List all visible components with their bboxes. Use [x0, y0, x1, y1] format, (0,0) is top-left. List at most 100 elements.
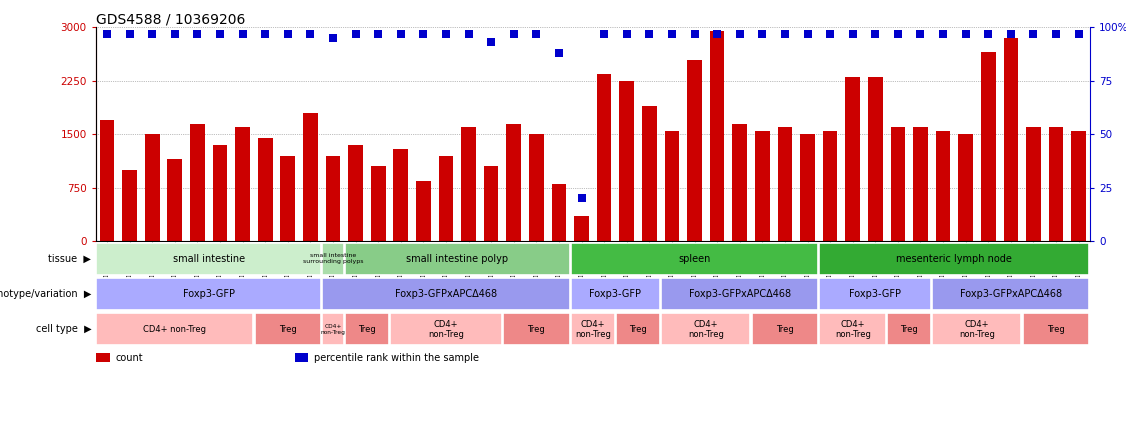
Text: count: count [116, 353, 143, 363]
Text: Foxp3-GFP: Foxp3-GFP [589, 289, 642, 299]
Bar [96, 353, 109, 362]
Point [663, 30, 681, 37]
Point [1002, 30, 1020, 37]
Bar [100, 120, 115, 241]
FancyBboxPatch shape [345, 243, 570, 275]
Bar [507, 124, 521, 241]
Point [1047, 30, 1065, 37]
Text: GDS4588 / 10369206: GDS4588 / 10369206 [96, 12, 245, 26]
Bar [303, 113, 318, 241]
Bar [439, 156, 454, 241]
Bar [190, 124, 205, 241]
Bar [529, 135, 544, 241]
FancyBboxPatch shape [1022, 313, 1089, 345]
Text: Treg: Treg [1047, 325, 1065, 334]
Bar [868, 77, 883, 241]
Bar [958, 135, 973, 241]
Point [166, 30, 184, 37]
Bar [846, 77, 860, 241]
Text: percentile rank within the sample: percentile rank within the sample [314, 353, 480, 363]
Bar [370, 166, 385, 241]
Point [911, 30, 929, 37]
Bar [552, 184, 566, 241]
Point [641, 30, 659, 37]
Point [324, 35, 342, 41]
Bar [393, 148, 408, 241]
Text: small intestine
surrounding polyps: small intestine surrounding polyps [303, 253, 364, 264]
Text: cell type  ▶: cell type ▶ [36, 324, 91, 334]
FancyBboxPatch shape [661, 278, 819, 310]
FancyBboxPatch shape [616, 313, 660, 345]
Text: CD4+
non-Treg: CD4+ non-Treg [959, 319, 995, 339]
Bar [642, 106, 656, 241]
Text: genotype/variation  ▶: genotype/variation ▶ [0, 289, 91, 299]
Bar [213, 145, 227, 241]
FancyBboxPatch shape [661, 313, 750, 345]
Point [482, 39, 500, 46]
FancyBboxPatch shape [322, 313, 343, 345]
Point [120, 30, 138, 37]
Point [1070, 30, 1088, 37]
Text: CD4+
non-Treg: CD4+ non-Treg [834, 319, 870, 339]
Text: CD4+ non-Treg: CD4+ non-Treg [143, 325, 206, 334]
Text: Treg: Treg [279, 325, 296, 334]
Text: Treg: Treg [527, 325, 545, 334]
Point [753, 30, 771, 37]
Text: Foxp3-GFPxAPCΔ468: Foxp3-GFPxAPCΔ468 [395, 289, 497, 299]
Bar [619, 81, 634, 241]
Point [798, 30, 816, 37]
Point [731, 30, 749, 37]
Bar [687, 60, 701, 241]
Text: CD4+
non-Treg: CD4+ non-Treg [688, 319, 724, 339]
Point [504, 30, 522, 37]
Text: Foxp3-GFPxAPCΔ468: Foxp3-GFPxAPCΔ468 [689, 289, 790, 299]
FancyBboxPatch shape [571, 313, 615, 345]
Bar [597, 74, 611, 241]
Bar [1026, 127, 1040, 241]
Text: Treg: Treg [901, 325, 918, 334]
Bar [913, 127, 928, 241]
Point [143, 30, 161, 37]
Point [257, 30, 275, 37]
Bar [348, 145, 363, 241]
Bar [981, 52, 995, 241]
Bar [295, 353, 309, 362]
FancyBboxPatch shape [571, 278, 660, 310]
Bar [778, 127, 793, 241]
FancyBboxPatch shape [932, 278, 1089, 310]
Bar [123, 170, 137, 241]
Bar [484, 166, 499, 241]
Text: small intestine: small intestine [172, 254, 244, 264]
Bar [801, 135, 815, 241]
FancyBboxPatch shape [97, 278, 321, 310]
Point [347, 30, 365, 37]
Point [211, 30, 229, 37]
Point [369, 30, 387, 37]
Bar [280, 156, 295, 241]
Text: CD4+
non-Treg: CD4+ non-Treg [321, 324, 346, 335]
Text: CD4+
non-Treg: CD4+ non-Treg [428, 319, 464, 339]
Text: tissue  ▶: tissue ▶ [48, 254, 91, 264]
Text: Treg: Treg [629, 325, 647, 334]
Point [776, 30, 794, 37]
Bar [732, 124, 747, 241]
Point [414, 30, 432, 37]
Bar [258, 138, 272, 241]
FancyBboxPatch shape [503, 313, 570, 345]
Text: Foxp3-GFPxAPCΔ468: Foxp3-GFPxAPCΔ468 [959, 289, 1062, 299]
FancyBboxPatch shape [820, 313, 886, 345]
Point [843, 30, 861, 37]
FancyBboxPatch shape [97, 243, 321, 275]
Text: Treg: Treg [776, 325, 794, 334]
Bar [415, 181, 431, 241]
Text: Foxp3-GFP: Foxp3-GFP [182, 289, 234, 299]
FancyBboxPatch shape [752, 313, 819, 345]
Bar [1003, 38, 1018, 241]
FancyBboxPatch shape [820, 243, 1089, 275]
Point [888, 30, 906, 37]
Bar [168, 159, 182, 241]
Point [527, 30, 545, 37]
Bar [823, 131, 838, 241]
Point [686, 30, 704, 37]
Point [302, 30, 320, 37]
